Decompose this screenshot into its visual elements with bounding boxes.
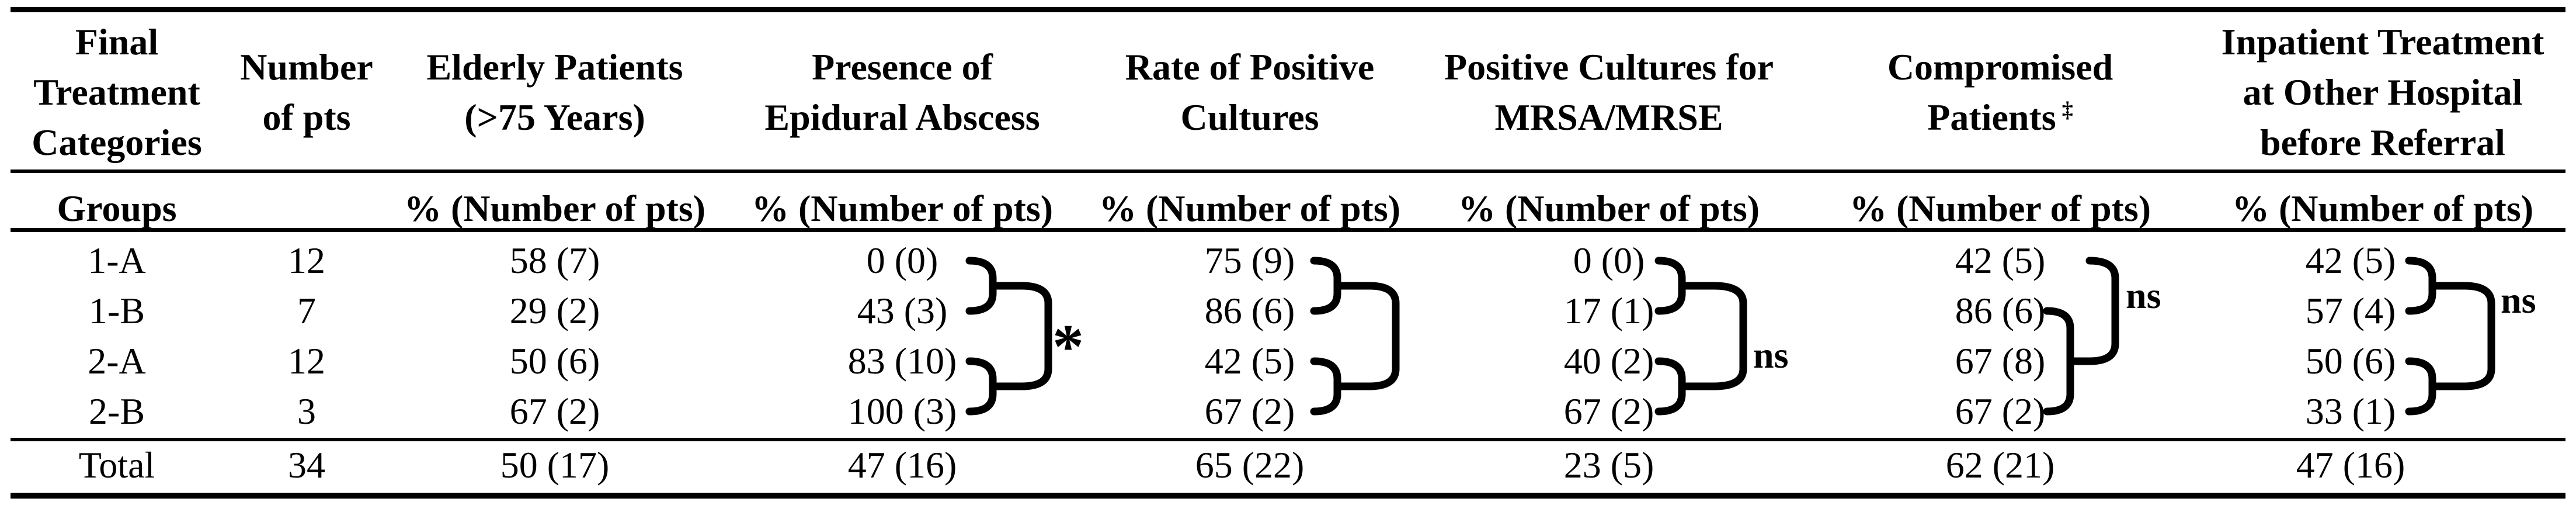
total-row-label: Total (78, 444, 155, 486)
bracket-cultures-pair2 (1310, 357, 1374, 416)
total-mrsa: 23 (5) (1563, 444, 1654, 486)
significance-label-epidural: * (1052, 312, 1084, 382)
footnote-marker: ‡ (2062, 97, 2073, 122)
column-header-elderly-patients: Elderly Patients (>75 Years) (426, 46, 683, 138)
bracket-inpatient-pair2 (2405, 357, 2470, 416)
cell-cultures: 75 (9) (1204, 240, 1295, 281)
subheader-compromised: % (Number of pts) (1849, 188, 2151, 229)
cell-compromised: 67 (2) (1955, 390, 2046, 432)
cell-mrsa: 67 (2) (1563, 390, 1654, 432)
column-header-epidural-abscess: Presence of Epidural Abscess (764, 46, 1040, 138)
total-compromised: 62 (21) (1945, 444, 2055, 486)
row-label: 1-A (88, 240, 146, 281)
bottom-rule (11, 493, 2565, 499)
column-header-inpatient-treatment: Inpatient Treatment at Other Hospital be… (2221, 21, 2544, 163)
total-inpatient: 47 (16) (2296, 444, 2405, 486)
cell-epidural: 0 (0) (866, 240, 938, 281)
total-epidural: 47 (16) (847, 444, 957, 486)
bracket-inpatient-pair1 (2405, 257, 2470, 315)
total-cultures: 65 (22) (1195, 444, 1305, 486)
column-header-final-treatment-categories: Final Treatment Categories (32, 21, 202, 163)
cell-epidural: 83 (10) (847, 340, 957, 382)
row-label: 2-A (88, 340, 146, 382)
bracket-mrsa-outer (1710, 282, 1747, 390)
bracket-compromised-inner (2043, 307, 2096, 416)
cell-npts: 12 (288, 340, 325, 382)
column-header-compromised-patients: Compromised Patients ‡ (1834, 16, 2167, 168)
cell-inpatient: 50 (6) (2305, 340, 2396, 382)
cell-epidural: 100 (3) (847, 390, 957, 432)
bracket-mrsa-pair2 (1654, 357, 1718, 416)
cell-elderly: 58 (7) (509, 240, 600, 281)
total-npts: 34 (288, 444, 325, 486)
column-header-number-of-pts: Number of pts (240, 46, 373, 138)
significance-label-mrsa: ns (1753, 334, 1789, 376)
total-rule (11, 438, 2565, 441)
row-label: 2-B (89, 390, 145, 432)
cell-npts: 3 (297, 390, 316, 432)
bracket-epidural-outer (1018, 282, 1052, 390)
cell-inpatient: 42 (5) (2305, 240, 2396, 281)
total-elderly: 50 (17) (500, 444, 610, 486)
subheader-mrsa: % (Number of pts) (1458, 188, 1760, 229)
bracket-mrsa-pair1 (1654, 257, 1718, 315)
cell-cultures: 42 (5) (1204, 340, 1295, 382)
cell-inpatient: 33 (1) (2305, 390, 2396, 432)
header-rule (11, 169, 2565, 173)
row-label: 1-B (89, 290, 145, 331)
bracket-epidural-pair1 (965, 257, 1029, 315)
column-header-positive-cultures: Rate of Positive Cultures (1125, 46, 1375, 138)
cell-compromised: 86 (6) (1955, 290, 2046, 331)
subheader-cultures: % (Number of pts) (1098, 188, 1401, 229)
cell-compromised: 67 (8) (1955, 340, 2046, 382)
cell-elderly: 67 (2) (509, 390, 600, 432)
significance-label-compromised: ns (2126, 275, 2161, 316)
significance-label-inpatient: ns (2501, 279, 2536, 321)
column-header-mrsa-mrse: Positive Cultures for MRSA/MRSE (1444, 46, 1774, 138)
cell-npts: 7 (297, 290, 316, 331)
cell-elderly: 29 (2) (509, 290, 600, 331)
cell-mrsa: 17 (1) (1563, 290, 1654, 331)
bracket-inpatient-outer (2460, 282, 2495, 390)
subheader-rule (11, 228, 2565, 232)
cell-elderly: 50 (6) (509, 340, 600, 382)
cell-npts: 12 (288, 240, 325, 281)
bracket-compromised-outer (2085, 257, 2119, 365)
subheader-epidural: % (Number of pts) (751, 188, 1054, 229)
cell-epidural: 43 (3) (857, 290, 948, 331)
subheader-elderly: % (Number of pts) (404, 188, 706, 229)
cell-mrsa: 0 (0) (1573, 240, 1645, 281)
subheader-groups: Groups (57, 188, 177, 229)
column-header-compromised-patients-text: Compromised Patients (1887, 46, 2113, 138)
bracket-epidural-pair2 (965, 357, 1029, 416)
cell-mrsa: 40 (2) (1563, 340, 1654, 382)
cell-cultures: 67 (2) (1204, 390, 1295, 432)
subheader-inpatient: % (Number of pts) (2231, 188, 2534, 229)
cell-compromised: 42 (5) (1955, 240, 2046, 281)
bracket-cultures-outer (1365, 282, 1400, 390)
cell-cultures: 86 (6) (1204, 290, 1295, 331)
bracket-cultures-pair1 (1310, 257, 1374, 315)
top-rule (11, 7, 2565, 12)
cell-inpatient: 57 (4) (2305, 290, 2396, 331)
